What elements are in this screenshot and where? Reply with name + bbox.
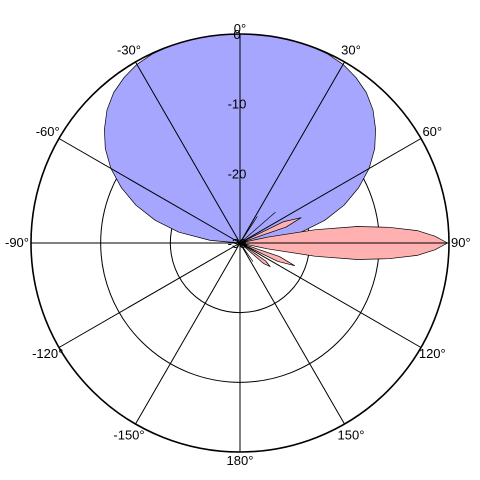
angle-axis: [30, 33, 450, 453]
angle-tick-label: 90°: [451, 235, 471, 250]
angle-tick-label: 180°: [227, 453, 254, 468]
angle-tick-label: -120°: [32, 346, 63, 361]
radial-tick-label: 0: [233, 27, 240, 42]
radial-tick-label: -10: [228, 97, 247, 112]
outer-ring: [30, 33, 450, 453]
spoke-line: [58, 138, 241, 244]
spoke-line: [135, 61, 241, 244]
spoke-line: [58, 242, 241, 348]
spoke-line: [239, 242, 345, 425]
series-layer: [104, 33, 448, 267]
angle-tick-label: 0°: [234, 21, 246, 36]
angle-tick-label: 150°: [338, 427, 365, 442]
radial-tick-label: -20: [228, 166, 247, 181]
radial-tick-label: -30: [228, 236, 247, 251]
angle-tick-label: 30°: [341, 43, 361, 58]
angle-tick-label: -150°: [113, 427, 144, 442]
spoke-line: [239, 61, 345, 244]
spoke-line: [135, 242, 241, 425]
angle-tick-label: -90°: [5, 235, 29, 250]
series-2-polygon: [239, 212, 448, 267]
spoke-line: [239, 138, 422, 244]
angle-tick-label: -60°: [36, 124, 60, 139]
spoke-line: [239, 242, 422, 348]
angle-tick-label: 60°: [422, 124, 442, 139]
labels: 0° 30° 60° 90° 120° 150° 180° -150° -120° -90° -60…: [5, 21, 471, 468]
angle-tick-label: -30°: [117, 43, 141, 58]
angle-tick-label: 120°: [419, 346, 446, 361]
